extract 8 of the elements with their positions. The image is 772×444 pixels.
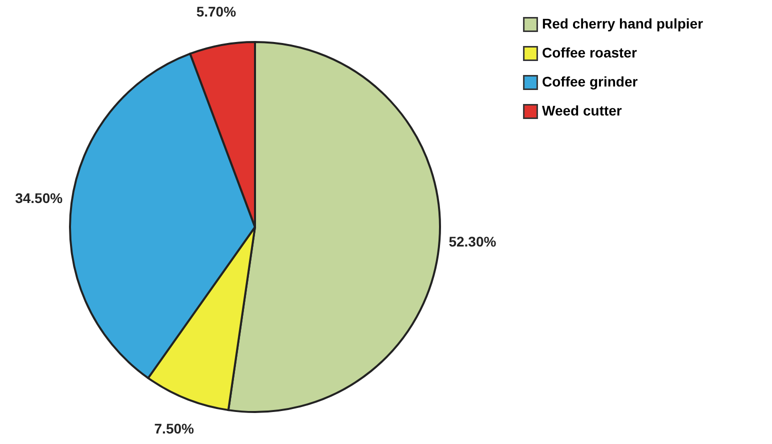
- legend-label: Coffee grinder: [542, 74, 638, 90]
- data-label: 5.70%: [196, 3, 237, 20]
- data-label: 52.30%: [448, 234, 497, 250]
- data-label: 34.50%: [15, 190, 64, 206]
- legend-label: Red cherry hand pulpier: [542, 16, 704, 32]
- data-label: 7.50%: [154, 420, 195, 436]
- legend-label: Coffee roaster: [542, 44, 638, 60]
- legend-label: Weed cutter: [542, 102, 622, 118]
